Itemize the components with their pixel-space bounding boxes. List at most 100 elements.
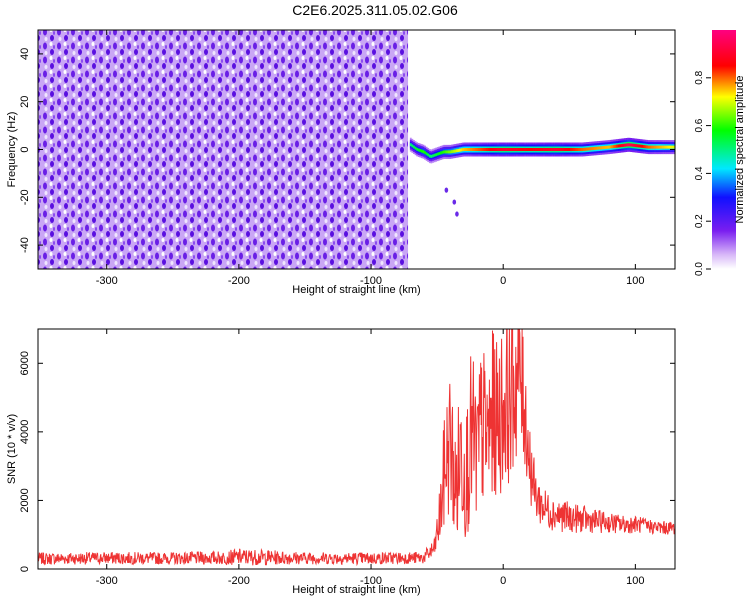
signal-cell: [493, 148, 496, 151]
signal-cell: [498, 148, 501, 151]
signal-cell: [638, 144, 641, 148]
signal-cell: [422, 150, 425, 154]
signal-cell: [489, 148, 491, 151]
y-tick-label: -20: [19, 189, 31, 205]
signal-cell: [581, 148, 583, 151]
signal-cell: [531, 148, 534, 151]
signal-cell: [568, 148, 571, 151]
signal-cell: [416, 147, 419, 151]
spectrogram-x-axis-label: Height of straight line (km): [292, 284, 420, 296]
signal-cell: [554, 148, 557, 151]
colorbar-label: Normalized spectral amplitude: [734, 76, 746, 224]
signal-cell: [546, 148, 549, 151]
y-tick-label: 20: [19, 96, 31, 108]
signal-cell: [608, 145, 610, 149]
signal-cell: [577, 148, 580, 151]
signal-cell: [620, 144, 623, 148]
signal-cell: [571, 148, 574, 151]
signal-cell: [501, 148, 504, 151]
signal-cell: [654, 145, 656, 149]
signal-cell: [441, 150, 444, 154]
signal-cell: [557, 148, 560, 151]
signal-cell: [527, 148, 530, 151]
signal-cell: [552, 148, 555, 151]
signal-cell: [514, 148, 517, 151]
signal-cell: [658, 145, 661, 149]
signal-cell: [584, 147, 587, 151]
signal-cell: [631, 143, 634, 147]
signal-cell: [592, 147, 595, 151]
colorbar: 0.0 0.2 0.4 0.6 0.8 Normalized spectral ampl…: [694, 30, 746, 276]
snr-y-axis-label: SNR (10 * v/v): [6, 414, 18, 484]
signal-cell: [452, 149, 455, 153]
signal-cell: [435, 153, 438, 157]
signal-cell: [506, 148, 509, 151]
signal-cell: [511, 148, 514, 151]
signal-cell: [512, 148, 515, 151]
signal-cell: [524, 148, 526, 151]
signal-cell: [446, 150, 449, 154]
signal-cell: [669, 145, 672, 149]
signal-cell: [628, 143, 631, 147]
signal-cell: [635, 144, 637, 148]
snr-series-line: [37, 328, 675, 567]
signal-cell: [541, 148, 544, 151]
signal-cell: [457, 148, 460, 152]
x-tick-label: 0: [500, 275, 506, 287]
signal-cell: [427, 153, 430, 157]
signal-cell: [536, 148, 539, 151]
signal-cell: [622, 143, 625, 147]
signal-cell: [443, 150, 445, 154]
signal-cell: [516, 148, 518, 151]
signal-cell: [574, 148, 577, 151]
signal-cell: [539, 148, 542, 151]
signal-cell: [558, 148, 561, 151]
signal-cell: [490, 148, 493, 151]
signal-cell: [604, 145, 607, 149]
signal-cell: [484, 148, 487, 151]
x-tick-label: -200: [228, 275, 250, 287]
signal-cell: [671, 145, 674, 149]
colorbar-tick-label: 0.0: [694, 262, 705, 276]
signal-cell: [627, 143, 629, 147]
signal-cell: [673, 145, 675, 149]
signal-cell: [447, 150, 450, 154]
signal-cell: [590, 147, 593, 151]
scatter-point: [444, 187, 449, 193]
colorbar-gradient: [712, 30, 736, 269]
signal-cell: [413, 145, 415, 149]
y-tick-label: 0: [19, 566, 31, 572]
signal-cell: [660, 145, 663, 149]
signal-cell: [438, 152, 441, 156]
signal-cell: [535, 148, 537, 151]
signal-cell: [522, 148, 525, 151]
signal-cell: [614, 144, 617, 148]
signal-cell: [455, 149, 458, 153]
signal-cell: [495, 148, 498, 151]
signal-cell: [479, 148, 482, 151]
signal-cell: [644, 145, 647, 149]
signal-cell: [454, 149, 457, 153]
signal-cell: [465, 148, 468, 151]
signal-cell: [466, 148, 469, 151]
signal-cell: [657, 145, 660, 149]
signal-cell: [449, 150, 452, 154]
signal-cell: [500, 148, 503, 151]
chart-title: C2E6.2025.311.05.02.G06: [292, 2, 458, 18]
scatter-point: [455, 211, 459, 217]
signal-cell: [647, 145, 650, 149]
x-tick-label: -200: [228, 575, 250, 587]
signal-cell: [560, 148, 563, 151]
signal-cell: [633, 143, 636, 147]
signal-cell: [566, 148, 569, 151]
y-tick-label: 40: [19, 48, 31, 60]
signal-cell: [487, 148, 490, 151]
signal-cell: [444, 150, 447, 154]
signal-cell: [411, 144, 414, 148]
signal-cell: [486, 148, 488, 151]
signal-cell: [641, 144, 644, 148]
signal-cell: [460, 148, 463, 152]
signal-band-3: [409, 143, 675, 158]
signal-cell: [662, 145, 664, 149]
